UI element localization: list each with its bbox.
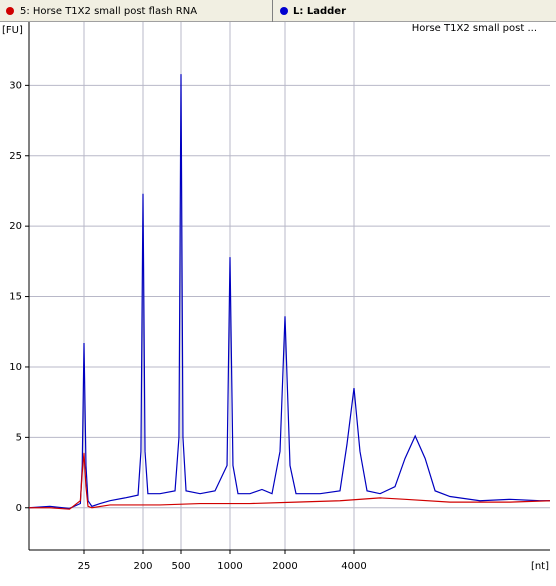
tab-bar xyxy=(0,0,556,22)
tab-dot xyxy=(280,7,288,15)
x-tick-label: 200 xyxy=(133,561,152,572)
y-tick-label: 15 xyxy=(9,292,22,303)
tab-dot xyxy=(6,7,14,15)
x-tick-label: 25 xyxy=(78,561,91,572)
x-tick-label: 4000 xyxy=(341,561,366,572)
x-tick-label: 500 xyxy=(171,561,190,572)
y-tick-label: 0 xyxy=(16,503,22,514)
x-tick-label: 2000 xyxy=(272,561,297,572)
y-tick-label: 20 xyxy=(9,221,22,232)
chart-title: Horse T1X2 small post ... xyxy=(412,23,537,34)
x-tick-label: 1000 xyxy=(217,561,242,572)
series-line xyxy=(29,452,551,510)
x-axis-label: [nt] xyxy=(531,561,549,572)
y-tick-label: 25 xyxy=(9,151,22,162)
series-line xyxy=(28,74,550,510)
y-axis-label: [FU] xyxy=(2,25,23,36)
tab-label[interactable]: L: Ladder xyxy=(293,6,346,17)
y-tick-label: 5 xyxy=(16,432,22,443)
tab-label[interactable]: 5: Horse T1X2 small post flash RNA xyxy=(20,6,197,17)
y-tick-label: 30 xyxy=(9,80,22,91)
y-tick-label: 10 xyxy=(9,362,22,373)
